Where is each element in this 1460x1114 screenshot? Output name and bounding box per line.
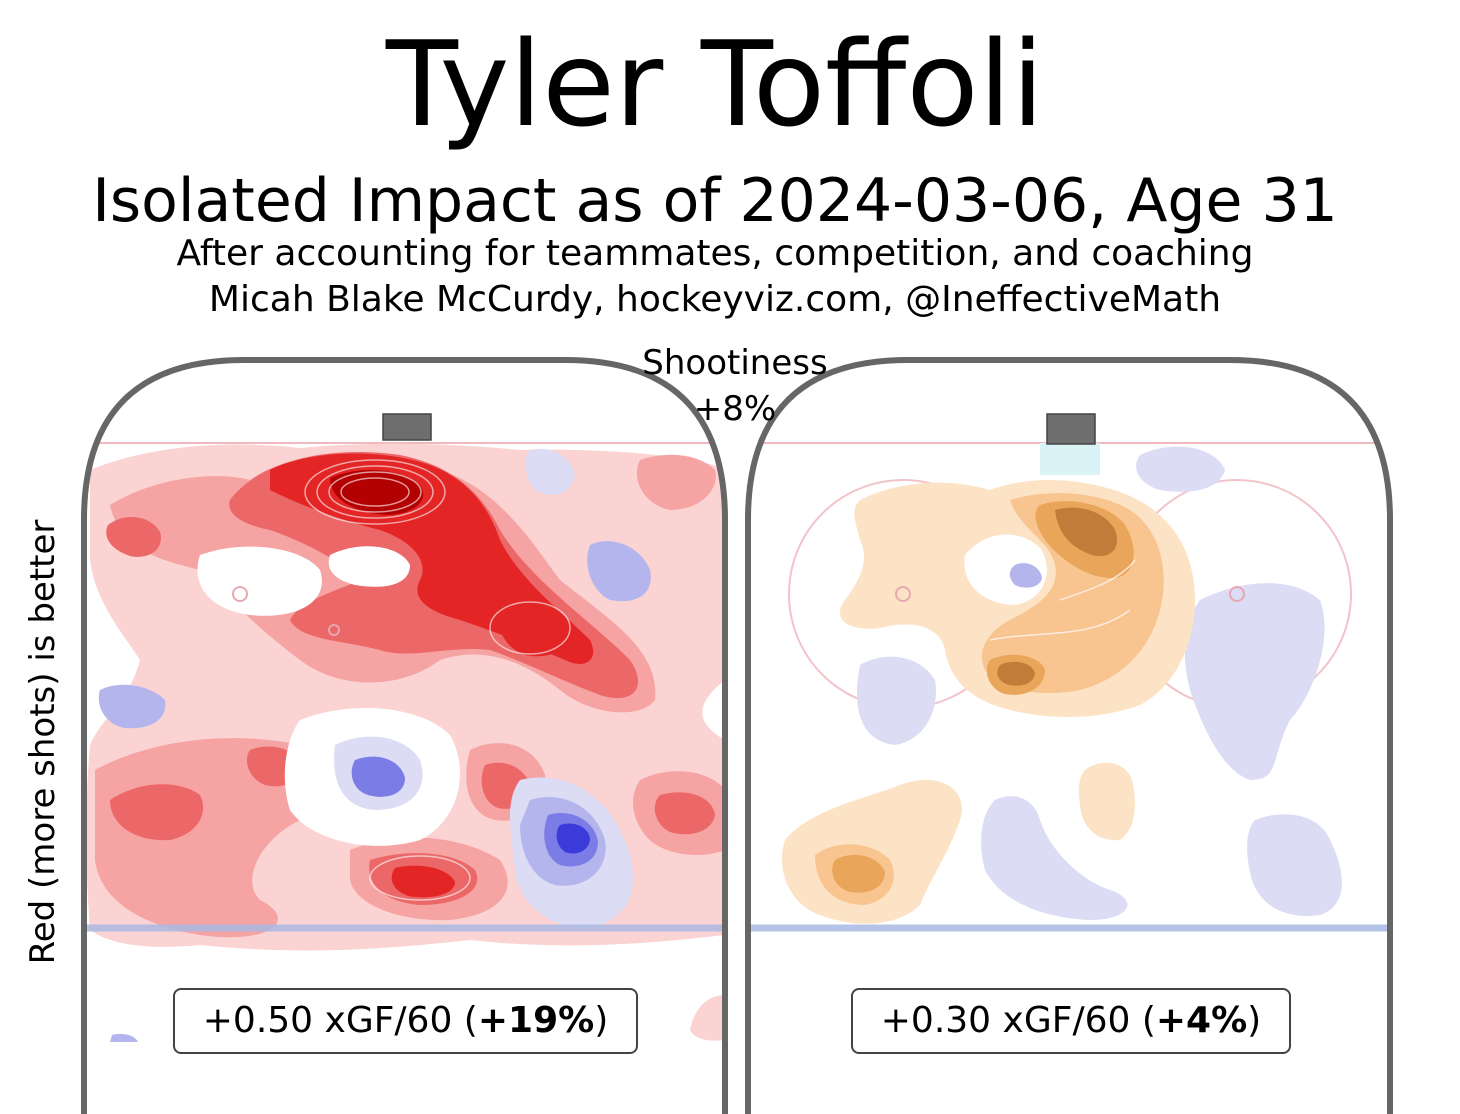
chart-subtitle: Isolated Impact as of 2024-03-06, Age 31	[92, 166, 1338, 236]
heat-region-orange-1	[1078, 762, 1135, 841]
contour-lines	[989, 559, 1136, 641]
offense-xgf-close: )	[594, 1000, 609, 1041]
heat-region-blue-2	[98, 684, 166, 729]
heat-region-blue-4	[556, 823, 590, 854]
shootiness-label: Shootiness	[642, 343, 828, 383]
shooting-xgf-percent: +4%	[1155, 1000, 1248, 1041]
shooting-xgf-value: +0.30 xGF/60 (	[880, 1000, 1156, 1041]
heat-region-blue-3	[351, 756, 405, 797]
heat-region-red-3	[110, 784, 204, 841]
faceoff-dot	[328, 624, 340, 636]
heat-region-blue-2	[587, 541, 651, 602]
shootiness-value: +8%	[693, 389, 777, 429]
heat-region-orange-4	[1055, 507, 1118, 557]
heat-region-red-1	[690, 995, 725, 1041]
heat-region-red-2	[636, 454, 716, 510]
heat-region-orange-3	[832, 854, 885, 893]
heat-region-blue-1	[525, 448, 575, 495]
offense-xgf-percent: +19%	[477, 1000, 595, 1041]
faceoff-dot	[1229, 586, 1245, 602]
heat-region-blue-1	[1184, 583, 1325, 780]
heat-region-neutral	[197, 546, 322, 616]
heat-region-blue-2	[110, 1033, 138, 1042]
contour-lines	[304, 459, 571, 901]
heat-region-red-4	[498, 604, 566, 657]
heat-region-blue-2	[1009, 563, 1042, 588]
offense-panel	[84, 413, 725, 1042]
methodology-note: After accounting for teammates, competit…	[176, 233, 1254, 274]
faceoff-dot	[232, 586, 248, 602]
offense-xgf-box: +0.50 xGF/60 (+19%)	[173, 988, 638, 1054]
faceoff-dot	[895, 586, 911, 602]
heat-region-blue-1	[981, 796, 1128, 920]
heat-region-blue-1	[856, 656, 936, 745]
heat-region-red-4	[391, 865, 455, 898]
shooting-xgf-box: +0.30 xGF/60 (+4%)	[851, 988, 1291, 1054]
crease-tint	[1040, 443, 1100, 475]
player-name: Tyler Toffoli	[385, 15, 1045, 153]
heat-region-red-3	[106, 516, 161, 557]
heat-region-orange-4	[997, 661, 1035, 686]
goal-net	[382, 413, 432, 441]
rink-outline-right	[745, 357, 1393, 1114]
offense-xgf-value: +0.50 xGF/60 (	[202, 1000, 478, 1041]
rink-outline-left	[81, 357, 728, 1114]
goal-net	[1046, 413, 1096, 445]
heat-region-red-3	[654, 792, 715, 835]
shooting-xgf-close: )	[1247, 1000, 1262, 1041]
author-credit: Micah Blake McCurdy, hockeyviz.com, @Ine…	[208, 279, 1222, 320]
heat-region-neutral	[328, 546, 410, 587]
shooting-panel	[748, 413, 1390, 932]
heat-region-blue-1	[1247, 814, 1342, 916]
heat-region-blue-1	[1136, 446, 1225, 492]
